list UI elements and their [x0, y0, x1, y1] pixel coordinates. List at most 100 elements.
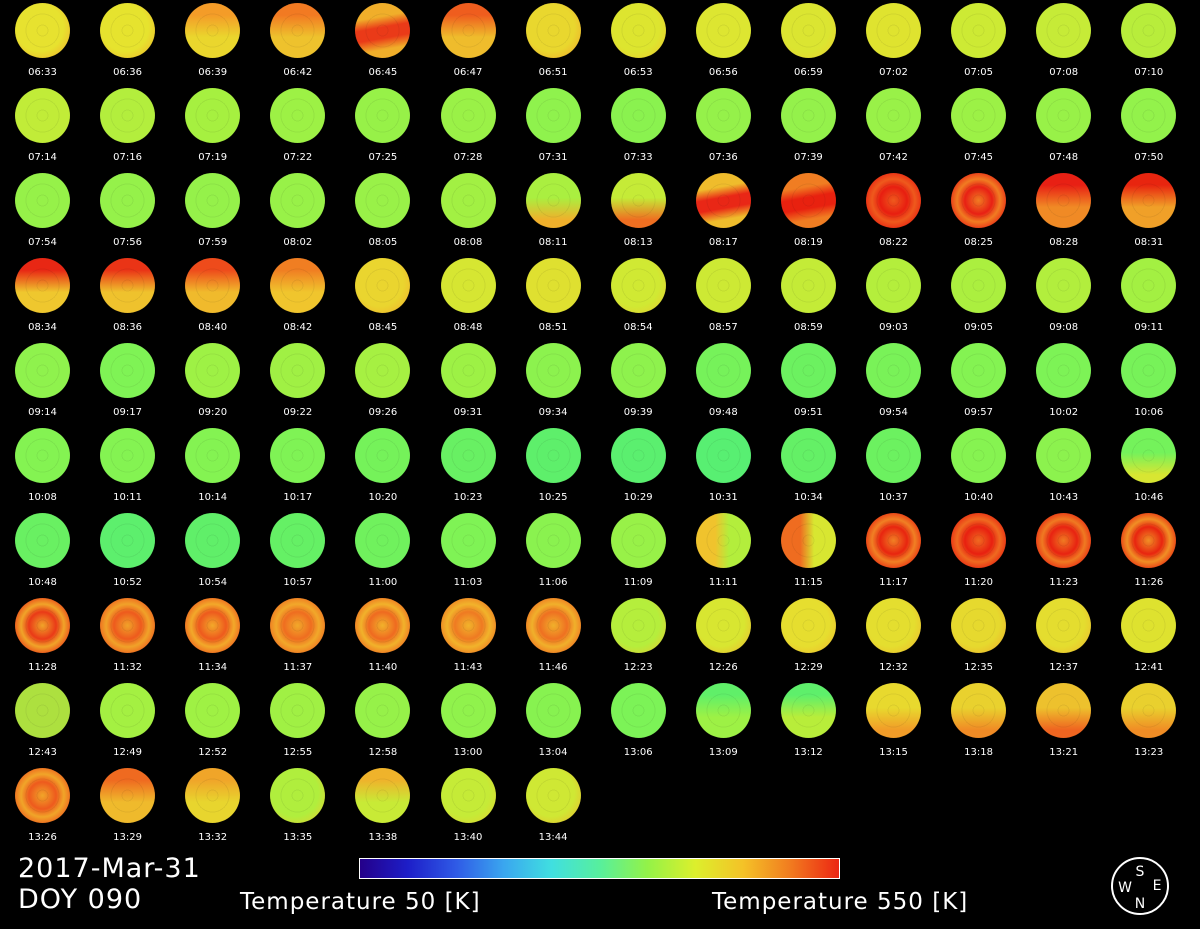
frame-time-label: 08:40: [198, 322, 228, 333]
frame-thumbnail: 09:22: [255, 340, 340, 425]
frame-thumbnail: 07:42: [851, 85, 936, 170]
frame-time-label: 12:26: [708, 662, 738, 673]
frame-thumbnail: 08:28: [1021, 170, 1106, 255]
frame-thumbnail: 11:09: [596, 510, 681, 595]
temperature-disc: [780, 88, 836, 143]
temperature-disc: [610, 173, 666, 228]
temperature-disc: [525, 768, 581, 823]
temperature-disc: [15, 173, 70, 228]
temperature-colorbar: [359, 858, 840, 879]
frame-time-label: 09:57: [964, 407, 993, 418]
frame-time-label: 11:43: [453, 662, 483, 673]
frame-thumbnail: 08:59: [766, 255, 851, 340]
frame-thumbnail: 07:10: [1106, 0, 1191, 85]
temperature-disc: [185, 768, 241, 823]
frame-time-label: 09:11: [1134, 322, 1164, 333]
frame-time-label: 10:08: [28, 492, 57, 503]
temperature-disc: [525, 343, 581, 398]
temperature-disc: [270, 513, 326, 568]
frame-time-label: 07:50: [1134, 152, 1164, 163]
frame-time-label: 07:33: [623, 152, 653, 163]
frame-thumbnail: 09:54: [851, 340, 936, 425]
frame-thumbnail: 08:45: [340, 255, 425, 340]
frame-thumbnail: 07:36: [681, 85, 766, 170]
frame-thumbnail: 11:26: [1106, 510, 1191, 595]
temperature-disc: [695, 258, 751, 313]
temperature-disc: [866, 513, 921, 568]
compass-north-label: N: [1135, 896, 1145, 912]
frame-time-label: 08:05: [368, 237, 398, 248]
temperature-disc: [1121, 3, 1177, 58]
frame-thumbnail: 07:48: [1021, 85, 1106, 170]
colorbar-min-label: Temperature 50 [K]: [240, 889, 481, 915]
frame-thumbnail: 11:11: [681, 510, 766, 595]
frame-thumbnail: 11:34: [170, 595, 255, 680]
compass-south-label: S: [1136, 864, 1145, 880]
frame-thumbnail: 10:29: [596, 425, 681, 510]
temperature-disc: [440, 683, 496, 738]
frame-thumbnail: 10:20: [340, 425, 425, 510]
frame-time-label: 13:38: [368, 832, 398, 843]
temperature-disc: [185, 258, 241, 313]
frame-time-label: 07:22: [283, 152, 313, 163]
frame-time-label: 10:46: [1134, 492, 1164, 503]
temperature-disc: [440, 3, 496, 58]
frame-time-label: 10:48: [28, 577, 57, 588]
temperature-disc: [866, 3, 921, 58]
temperature-disc: [100, 3, 156, 58]
temperature-disc: [1121, 683, 1177, 738]
frame-thumbnail: 07:05: [936, 0, 1021, 85]
temperature-disc: [100, 513, 156, 568]
frame-thumbnail: 06:42: [255, 0, 340, 85]
frame-thumbnail: 08:25: [936, 170, 1021, 255]
temperature-disc: [15, 88, 70, 143]
frame-thumbnail: 10:14: [170, 425, 255, 510]
temperature-disc: [695, 513, 751, 568]
frame-time-label: 11:32: [113, 662, 142, 673]
frame-time-label: 13:44: [538, 832, 568, 843]
frame-thumbnail: 12:32: [851, 595, 936, 680]
temperature-disc: [1121, 258, 1177, 313]
frame-time-label: 06:51: [538, 67, 568, 78]
temperature-disc: [525, 428, 581, 483]
temperature-disc: [610, 258, 666, 313]
frame-thumbnail: 08:19: [766, 170, 851, 255]
temperature-disc: [100, 173, 156, 228]
temperature-disc: [866, 88, 921, 143]
temperature-disc: [440, 88, 496, 143]
temperature-disc: [695, 598, 751, 653]
temperature-disc: [1121, 173, 1177, 228]
temperature-disc: [440, 258, 496, 313]
frame-time-label: 08:31: [1134, 237, 1164, 248]
frame-thumbnail: 07:45: [936, 85, 1021, 170]
temperature-disc: [695, 3, 751, 58]
frame-thumbnail: 10:25: [511, 425, 596, 510]
temperature-disc: [15, 598, 70, 653]
frame-time-label: 10:40: [964, 492, 993, 503]
frame-thumbnail: 12:49: [85, 680, 170, 765]
frame-time-label: 06:53: [623, 67, 653, 78]
temperature-disc: [951, 258, 1007, 313]
frame-time-label: 11:20: [964, 577, 993, 588]
frame-thumbnail: 10:06: [1106, 340, 1191, 425]
frame-thumbnail: 09:48: [681, 340, 766, 425]
frame-thumbnail: 12:43: [0, 680, 85, 765]
frame-thumbnail: 11:46: [511, 595, 596, 680]
temperature-disc: [100, 258, 156, 313]
temperature-disc: [440, 428, 496, 483]
frame-thumbnail: 08:34: [0, 255, 85, 340]
frame-time-label: 06:56: [708, 67, 738, 78]
frame-time-label: 06:45: [368, 67, 398, 78]
frame-thumbnail: 13:21: [1021, 680, 1106, 765]
frame-thumbnail: 10:11: [85, 425, 170, 510]
temperature-disc: [525, 3, 581, 58]
frame-thumbnail: 10:46: [1106, 425, 1191, 510]
frame-time-label: 13:21: [1049, 747, 1079, 758]
temperature-disc: [270, 173, 326, 228]
frame-thumbnail: 08:02: [255, 170, 340, 255]
frame-time-label: 11:40: [368, 662, 398, 673]
frame-thumbnail: 13:32: [170, 765, 255, 850]
frame-thumbnail: 09:14: [0, 340, 85, 425]
frame-time-label: 08:51: [538, 322, 568, 333]
frame-time-label: 07:16: [113, 152, 142, 163]
